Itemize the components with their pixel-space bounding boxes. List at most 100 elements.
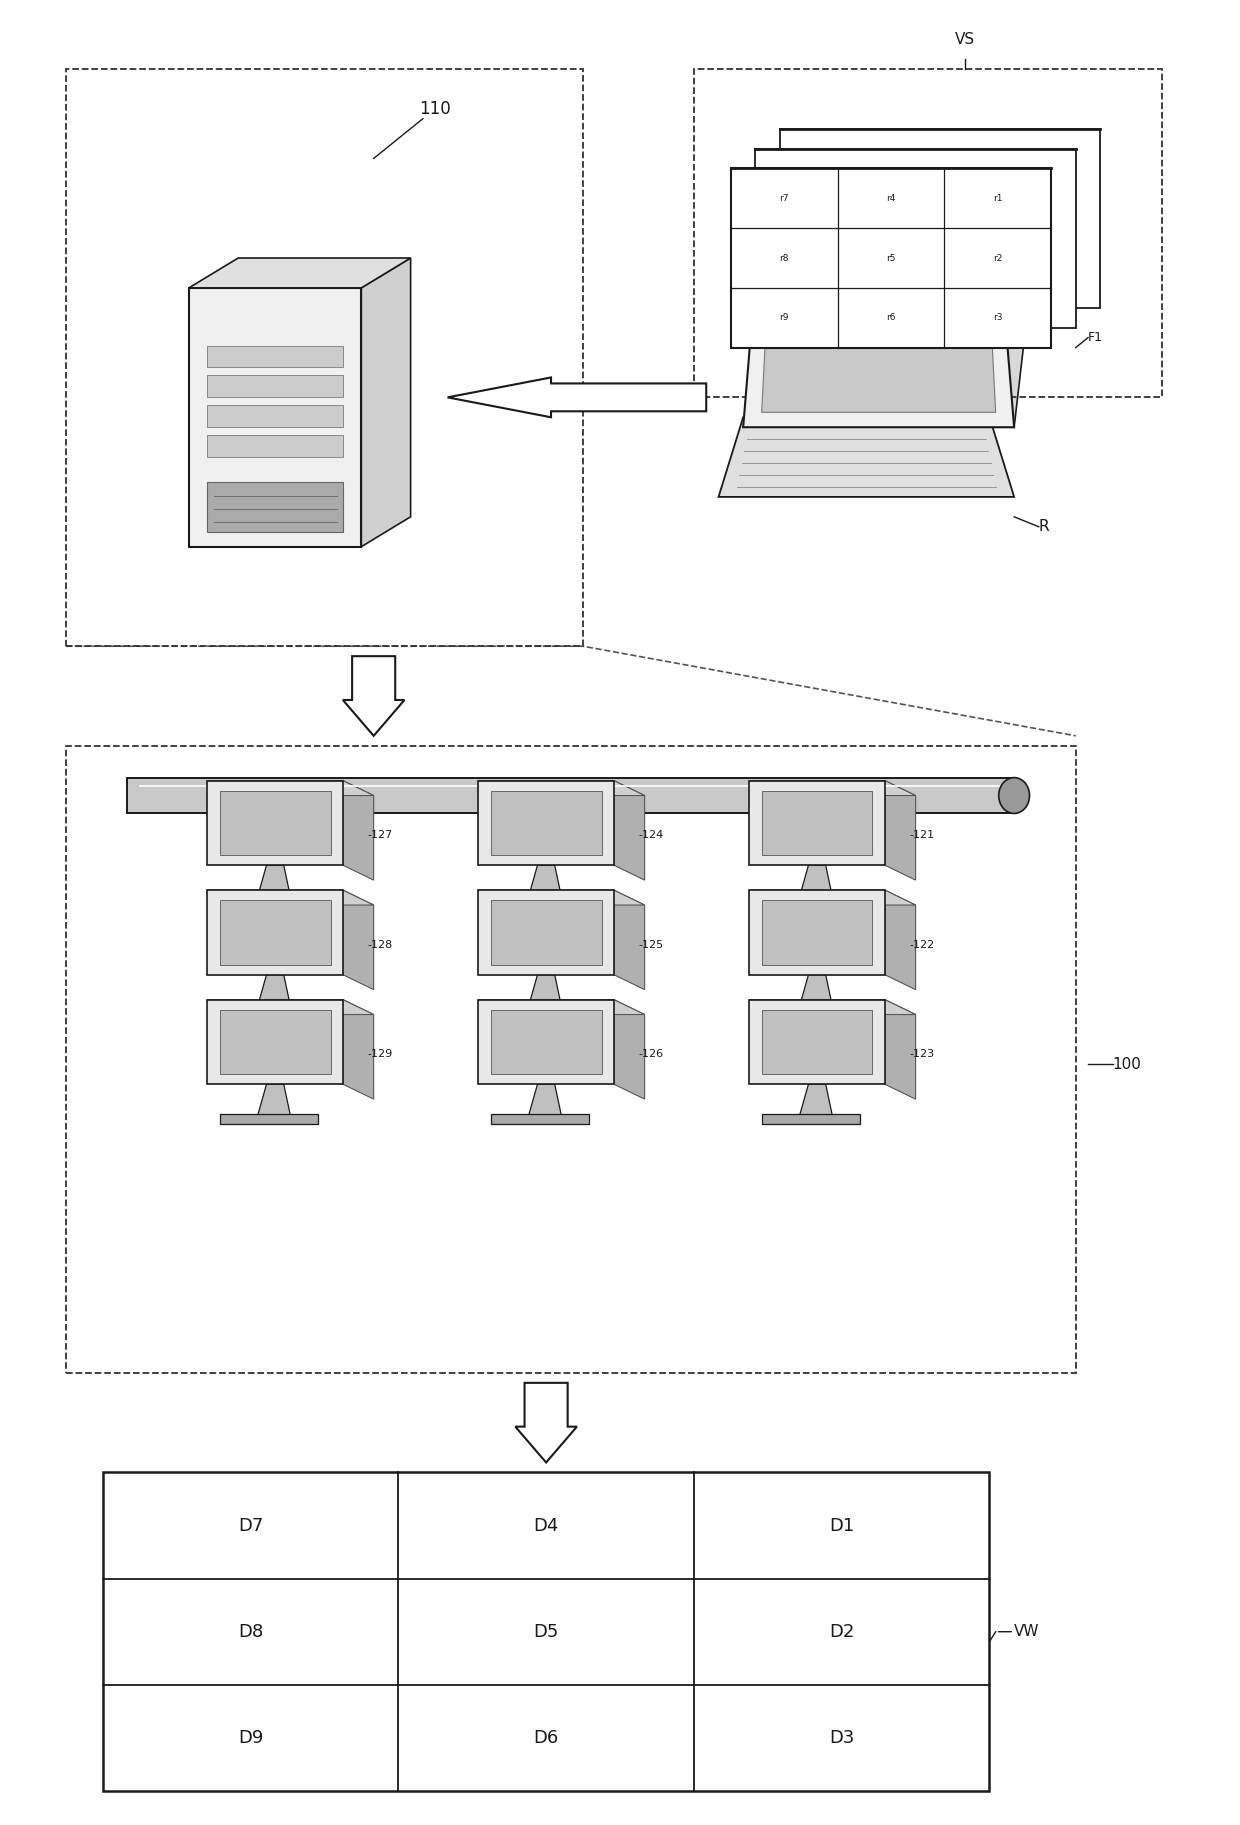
Polygon shape bbox=[207, 891, 343, 975]
Polygon shape bbox=[207, 1000, 373, 1015]
Polygon shape bbox=[761, 1113, 861, 1124]
Polygon shape bbox=[749, 1000, 915, 1015]
Polygon shape bbox=[749, 891, 915, 905]
Polygon shape bbox=[761, 1004, 861, 1015]
Text: VS: VS bbox=[955, 31, 975, 46]
Polygon shape bbox=[207, 434, 343, 456]
Polygon shape bbox=[491, 894, 589, 905]
Polygon shape bbox=[614, 891, 645, 989]
Text: D4: D4 bbox=[533, 1517, 559, 1535]
Text: D2: D2 bbox=[830, 1622, 854, 1641]
Ellipse shape bbox=[998, 777, 1029, 814]
Polygon shape bbox=[479, 781, 645, 796]
Polygon shape bbox=[749, 891, 885, 975]
Polygon shape bbox=[749, 781, 915, 796]
Text: r6: r6 bbox=[887, 314, 895, 323]
Polygon shape bbox=[743, 268, 1033, 427]
Polygon shape bbox=[219, 1004, 319, 1015]
Polygon shape bbox=[219, 790, 331, 856]
Text: -122: -122 bbox=[909, 940, 935, 949]
Text: D9: D9 bbox=[238, 1728, 263, 1747]
Polygon shape bbox=[614, 1000, 645, 1099]
Text: r2: r2 bbox=[993, 254, 1002, 263]
Text: -125: -125 bbox=[639, 940, 663, 949]
Polygon shape bbox=[799, 975, 833, 1009]
Text: r8: r8 bbox=[780, 254, 789, 263]
Polygon shape bbox=[749, 781, 885, 865]
Polygon shape bbox=[491, 1113, 589, 1124]
Polygon shape bbox=[491, 790, 601, 856]
Text: VW: VW bbox=[1014, 1624, 1039, 1639]
Polygon shape bbox=[448, 378, 707, 418]
Polygon shape bbox=[885, 891, 915, 989]
Text: D3: D3 bbox=[830, 1728, 854, 1747]
Text: -128: -128 bbox=[367, 940, 393, 949]
Polygon shape bbox=[749, 1000, 885, 1084]
Polygon shape bbox=[885, 1000, 915, 1099]
Text: -121: -121 bbox=[909, 830, 935, 840]
Polygon shape bbox=[479, 781, 614, 865]
Text: D5: D5 bbox=[533, 1622, 559, 1641]
Polygon shape bbox=[103, 1473, 990, 1790]
Text: R: R bbox=[1039, 520, 1049, 535]
Text: -123: -123 bbox=[909, 1049, 935, 1058]
Polygon shape bbox=[528, 1084, 562, 1119]
Polygon shape bbox=[207, 345, 343, 367]
Polygon shape bbox=[743, 277, 1014, 427]
Polygon shape bbox=[761, 894, 861, 905]
Polygon shape bbox=[614, 781, 645, 880]
Polygon shape bbox=[219, 894, 319, 905]
Polygon shape bbox=[780, 128, 1100, 308]
Polygon shape bbox=[761, 900, 873, 965]
Polygon shape bbox=[343, 1000, 373, 1099]
Text: -129: -129 bbox=[367, 1049, 393, 1058]
Polygon shape bbox=[761, 1009, 873, 1075]
Polygon shape bbox=[219, 900, 331, 965]
Text: r5: r5 bbox=[887, 254, 895, 263]
Polygon shape bbox=[761, 292, 996, 412]
Polygon shape bbox=[257, 865, 291, 900]
Polygon shape bbox=[343, 781, 373, 880]
Polygon shape bbox=[188, 288, 361, 548]
Polygon shape bbox=[730, 168, 1052, 347]
Polygon shape bbox=[128, 777, 1014, 814]
Text: F1: F1 bbox=[1087, 330, 1104, 345]
Polygon shape bbox=[491, 900, 601, 965]
Polygon shape bbox=[343, 891, 373, 989]
Text: r9: r9 bbox=[780, 314, 789, 323]
Polygon shape bbox=[479, 891, 645, 905]
Text: r4: r4 bbox=[887, 193, 895, 203]
Polygon shape bbox=[479, 891, 614, 975]
Polygon shape bbox=[207, 781, 343, 865]
Polygon shape bbox=[479, 1000, 614, 1084]
Polygon shape bbox=[491, 1009, 601, 1075]
Polygon shape bbox=[219, 1009, 331, 1075]
Polygon shape bbox=[516, 1383, 577, 1462]
Text: 100: 100 bbox=[1112, 1057, 1142, 1071]
Text: -126: -126 bbox=[639, 1049, 663, 1058]
Polygon shape bbox=[718, 418, 1014, 496]
Polygon shape bbox=[761, 790, 873, 856]
Polygon shape bbox=[207, 482, 343, 531]
Text: r7: r7 bbox=[780, 193, 789, 203]
Text: r1: r1 bbox=[993, 193, 1002, 203]
Polygon shape bbox=[207, 405, 343, 427]
Polygon shape bbox=[207, 891, 373, 905]
Polygon shape bbox=[799, 865, 833, 900]
Polygon shape bbox=[219, 1113, 319, 1124]
Text: D7: D7 bbox=[238, 1517, 263, 1535]
Polygon shape bbox=[207, 781, 373, 796]
Text: 110: 110 bbox=[419, 100, 451, 117]
Text: r3: r3 bbox=[993, 314, 1002, 323]
Polygon shape bbox=[885, 781, 915, 880]
Polygon shape bbox=[361, 257, 410, 548]
Polygon shape bbox=[207, 376, 343, 398]
Text: -124: -124 bbox=[639, 830, 663, 840]
Polygon shape bbox=[799, 1084, 833, 1119]
Polygon shape bbox=[257, 1084, 291, 1119]
Polygon shape bbox=[257, 975, 291, 1009]
Polygon shape bbox=[188, 257, 410, 288]
Polygon shape bbox=[343, 657, 404, 735]
Polygon shape bbox=[755, 148, 1076, 328]
Polygon shape bbox=[207, 1000, 343, 1084]
